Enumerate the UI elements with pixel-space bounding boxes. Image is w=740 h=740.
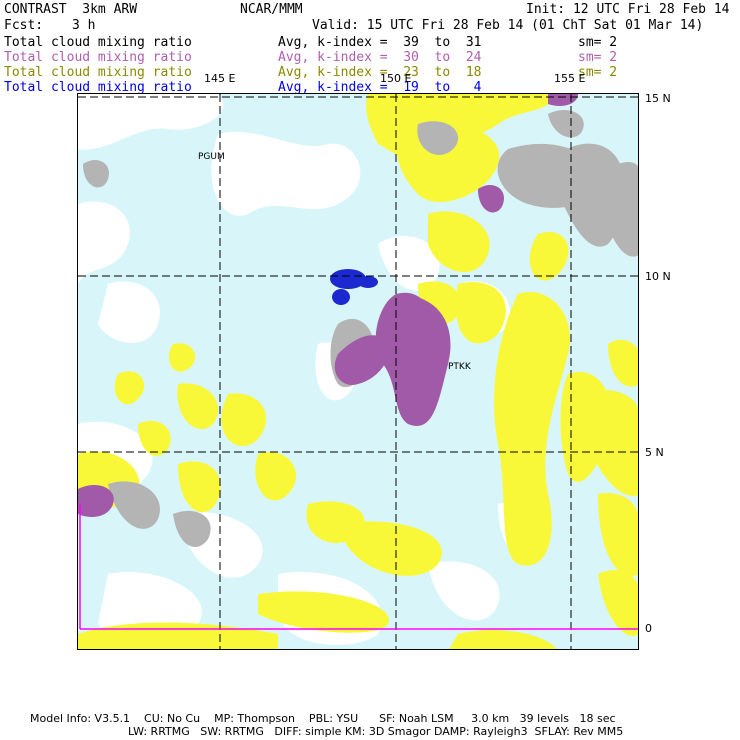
model-info-line1: Model Info: V3.5.1 CU: No Cu MP: Thompso… [30, 712, 616, 725]
lat-lon-grid [78, 94, 638, 649]
high-cloud-areas [83, 109, 638, 547]
model-info-line2: LW: RRTMG SW: RRTMG DIFF: simple KM: 3D … [128, 725, 624, 738]
field-4-avg: Avg, k-index = 19 to 4 [278, 80, 482, 95]
lat-label-15n: 15 N [645, 92, 671, 105]
org-label: NCAR/MMM [240, 2, 303, 17]
fcst-value: 3 h [72, 18, 96, 33]
cloud-map [78, 94, 638, 649]
model-title: CONTRAST 3km ARW [4, 2, 138, 17]
field-2-sm: sm= 2 [578, 50, 618, 65]
lon-label-155: 155 E [554, 72, 586, 85]
field-3-sm: sm= 2 [578, 65, 618, 80]
field-3-avg: Avg, k-index = 23 to 18 [278, 65, 482, 80]
field-1-name: Total cloud mixing ratio [4, 35, 192, 50]
lon-label-150: 150 E [380, 72, 412, 85]
field-3-name: Total cloud mixing ratio [4, 65, 192, 80]
place-label-pgum: PGUM [198, 152, 225, 162]
place-label-ptkk: PTKK [448, 362, 471, 372]
field-1-avg: Avg, k-index = 39 to 31 [278, 35, 482, 50]
field-1-sm: sm= 2 [578, 35, 618, 50]
init-time: Init: 12 UTC Fri 28 Feb 14 [526, 2, 730, 17]
field-2-avg: Avg, k-index = 30 to 24 [278, 50, 482, 65]
lat-label-5n: 5 N [645, 446, 664, 459]
mid-cloud-areas [78, 94, 578, 517]
lon-label-145: 145 E [204, 72, 236, 85]
lat-label-10n: 10 N [645, 270, 671, 283]
valid-time: Valid: 15 UTC Fri 28 Feb 14 (01 ChT Sat … [312, 18, 704, 33]
fcst-label: Fcst: [4, 18, 44, 33]
map-panel: PGUM PTKK [77, 93, 639, 650]
deep-cloud-areas [330, 269, 378, 305]
lat-label-0: 0 [645, 622, 652, 635]
field-2-name: Total cloud mixing ratio [4, 50, 192, 65]
field-4-name: Total cloud mixing ratio [4, 80, 192, 95]
domain-boundary [79, 504, 638, 630]
